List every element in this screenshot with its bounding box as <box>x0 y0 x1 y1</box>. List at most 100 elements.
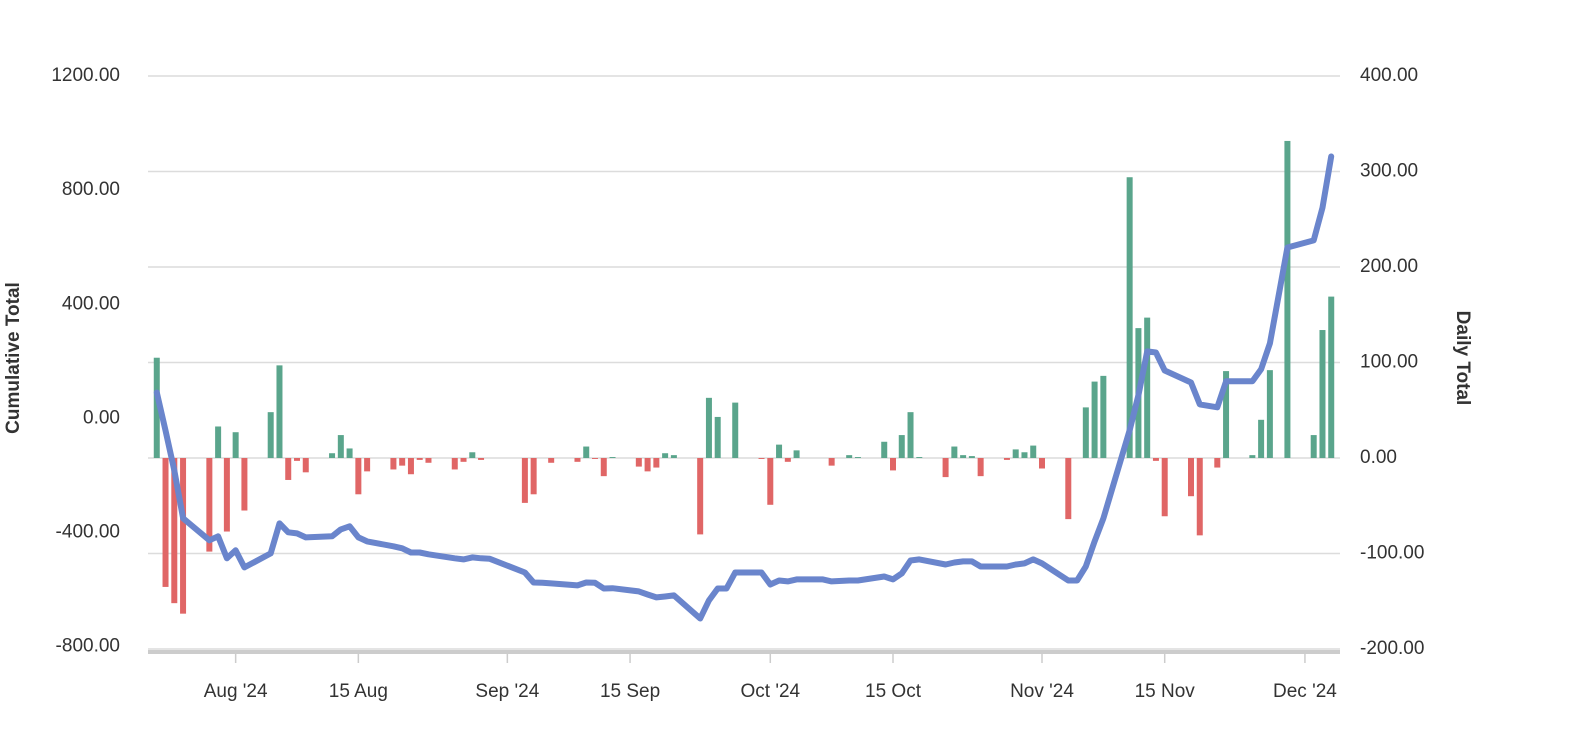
bar <box>215 426 222 458</box>
bar <box>416 458 423 460</box>
bar <box>670 455 677 458</box>
bar <box>732 402 739 458</box>
y2-tick-label: -200.00 <box>1360 638 1424 659</box>
y2-tick-label: -100.00 <box>1360 543 1424 564</box>
bar <box>478 458 485 460</box>
bar <box>714 416 721 458</box>
bar <box>1144 317 1151 458</box>
bar <box>1328 296 1335 458</box>
bar <box>530 458 537 495</box>
bar <box>162 458 169 587</box>
bar <box>776 444 783 458</box>
bar <box>425 458 432 463</box>
bar <box>890 458 896 471</box>
bar <box>968 456 975 458</box>
bar <box>1003 458 1010 460</box>
bar <box>828 458 835 466</box>
bar <box>600 458 607 477</box>
x-tick-label: 15 Oct <box>865 681 922 702</box>
bar <box>907 412 914 458</box>
bar <box>977 458 984 477</box>
bar <box>548 458 555 463</box>
bar <box>276 365 283 458</box>
bar <box>1249 455 1256 458</box>
y2-tick-label: 100.00 <box>1360 352 1418 373</box>
y2-tick-label: 0.00 <box>1360 447 1397 468</box>
bar <box>1258 419 1265 458</box>
bar <box>267 412 274 458</box>
bar <box>399 458 406 466</box>
bar <box>898 435 905 458</box>
bar <box>223 458 230 532</box>
bar <box>705 397 712 458</box>
bar <box>1126 177 1133 459</box>
bar <box>583 446 590 458</box>
bar <box>1039 458 1045 469</box>
y-tick-label: 1200.00 <box>51 65 120 86</box>
y-tick-label: 0.00 <box>83 407 120 428</box>
bar <box>302 458 309 473</box>
bar <box>1012 449 1019 458</box>
bar <box>171 458 178 604</box>
bar <box>521 458 528 503</box>
bar <box>854 457 861 458</box>
bar <box>1082 407 1089 458</box>
x-tick-label: 15 Aug <box>329 681 388 702</box>
bar <box>1196 458 1203 536</box>
bar <box>346 448 353 458</box>
bar <box>960 455 967 458</box>
bar <box>635 458 642 467</box>
bar <box>758 458 765 459</box>
bar <box>460 458 467 462</box>
y2-axis-title: Daily Total <box>1452 311 1473 406</box>
y-tick-label: 400.00 <box>62 293 120 314</box>
x-tick-label: 15 Nov <box>1135 681 1196 702</box>
bar <box>574 458 581 462</box>
bar <box>364 458 371 472</box>
bar <box>1100 375 1107 458</box>
bar <box>1030 445 1037 458</box>
bar <box>916 457 923 458</box>
bar <box>206 458 213 552</box>
bar <box>592 458 598 459</box>
x-tick-label: Sep '24 <box>475 681 539 702</box>
bar <box>653 458 660 468</box>
x-tick-label: Oct '24 <box>740 681 800 702</box>
bar <box>1319 330 1326 458</box>
y2-tick-label: 300.00 <box>1360 161 1418 182</box>
bar <box>881 441 888 458</box>
bar <box>1223 371 1230 458</box>
bar <box>1284 140 1291 458</box>
bar <box>609 457 616 458</box>
bar <box>1152 458 1159 461</box>
bar <box>784 458 791 462</box>
bar <box>1188 458 1194 497</box>
bar <box>153 357 160 458</box>
x-tick-label: Aug '24 <box>204 681 268 702</box>
bar <box>1310 435 1317 458</box>
bar <box>1065 458 1072 520</box>
bar <box>942 458 949 478</box>
y-tick-label: -400.00 <box>56 522 120 543</box>
y-tick-label: 800.00 <box>62 179 120 200</box>
x-tick-label: Nov '24 <box>1010 681 1074 702</box>
bar <box>451 458 458 470</box>
y-axis-title: Cumulative Total <box>3 282 24 434</box>
bar <box>767 458 774 505</box>
y2-tick-label: 200.00 <box>1360 256 1418 277</box>
y-tick-label: -800.00 <box>56 636 120 657</box>
bar <box>793 450 800 458</box>
y2-tick-label: 400.00 <box>1360 65 1418 86</box>
bar <box>1091 381 1098 458</box>
bar <box>697 458 704 535</box>
bar <box>662 453 669 458</box>
bar <box>951 446 958 458</box>
line <box>153 153 1335 622</box>
bar <box>1161 458 1168 517</box>
bar <box>285 458 292 480</box>
bar <box>232 432 239 458</box>
bar <box>180 458 187 614</box>
bar <box>390 458 397 470</box>
